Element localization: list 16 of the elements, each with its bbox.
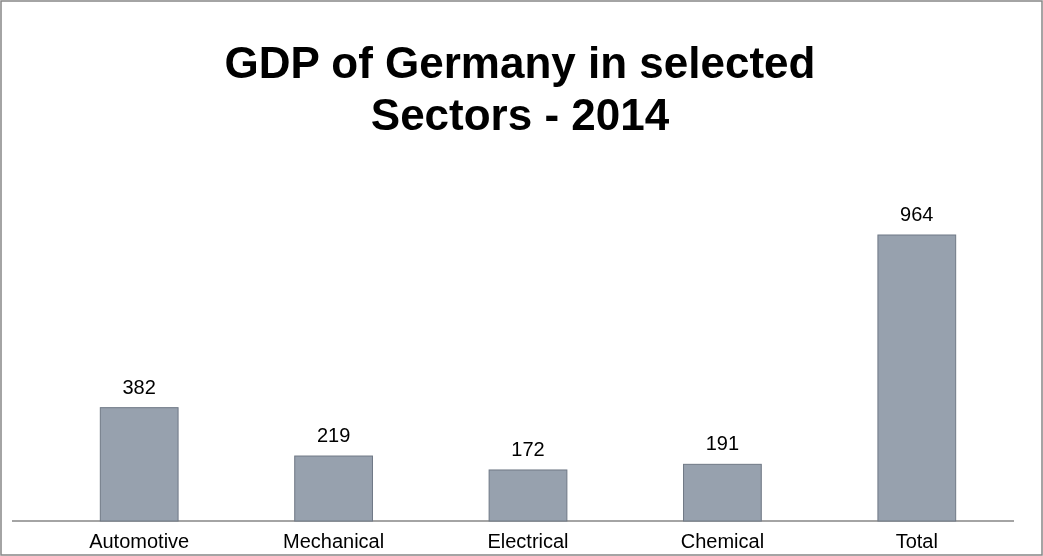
data-label: 191 — [705, 432, 740, 455]
x-tick-label: Automotive — [89, 530, 190, 552]
data-label: 219 — [316, 424, 351, 447]
chart-title: GDP of Germany in selected Sectors - 2014 — [224, 38, 816, 139]
x-tick-label: Total — [895, 530, 938, 552]
bar — [877, 234, 957, 522]
bar — [488, 469, 568, 522]
bar — [683, 463, 762, 522]
bar — [99, 407, 179, 522]
data-label: 382 — [122, 375, 156, 398]
x-tick-label: Chemical — [680, 530, 765, 552]
x-tick-label: Mechanical — [283, 530, 385, 552]
data-label: 964 — [900, 203, 934, 225]
data-label: 172 — [511, 437, 545, 460]
x-tick-label: Electrical — [487, 530, 569, 552]
bar — [294, 455, 373, 522]
